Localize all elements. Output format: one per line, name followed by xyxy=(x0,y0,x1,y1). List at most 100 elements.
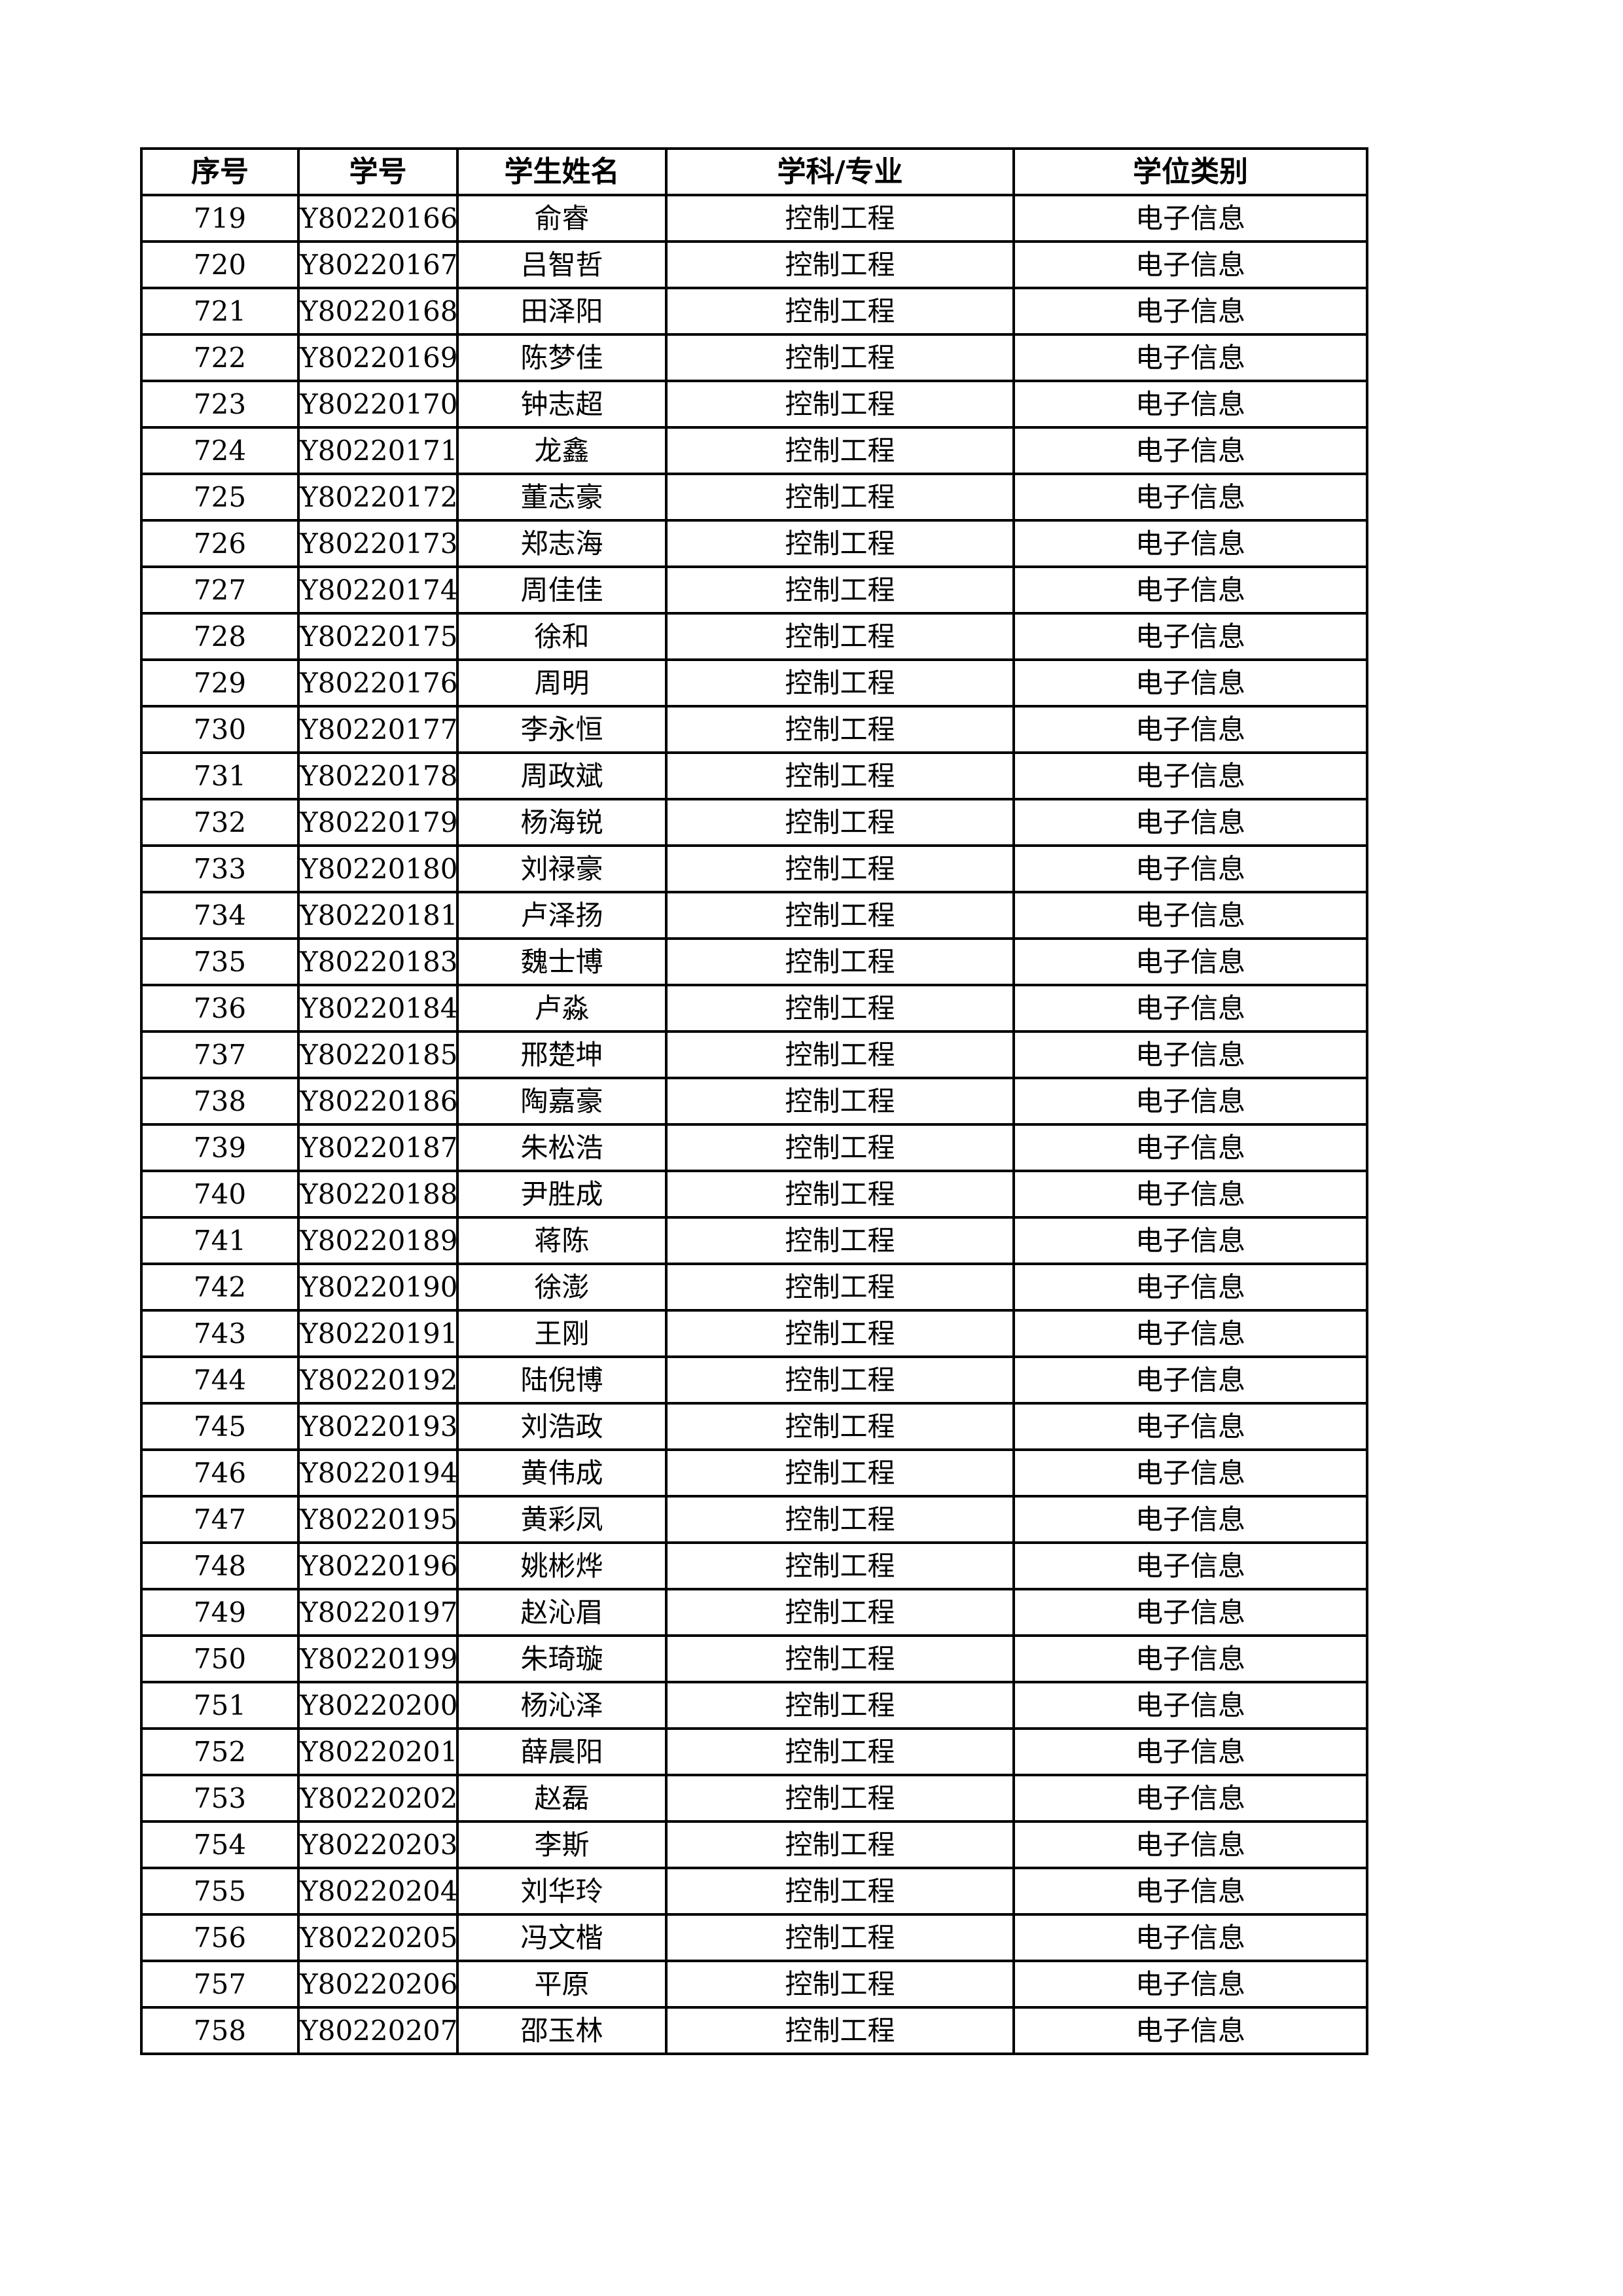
cell-student-id: Y80220191 xyxy=(297,1309,459,1358)
cell-degree-type: 电子信息 xyxy=(1012,1170,1368,1219)
cell-major: 控制工程 xyxy=(665,1634,1015,1683)
cell-index: 742 xyxy=(140,1263,300,1312)
cell-student-name: 刘华玲 xyxy=(456,1867,668,1916)
cell-major: 控制工程 xyxy=(665,473,1015,522)
cell-index: 732 xyxy=(140,798,300,847)
cell-student-id: Y80220197 xyxy=(297,1588,459,1637)
cell-index: 740 xyxy=(140,1170,300,1219)
cell-student-name: 徐和 xyxy=(456,612,668,661)
cell-index: 755 xyxy=(140,1867,300,1916)
cell-major: 控制工程 xyxy=(665,1727,1015,1776)
cell-index: 730 xyxy=(140,705,300,754)
cell-major: 控制工程 xyxy=(665,1913,1015,1962)
cell-degree-type: 电子信息 xyxy=(1012,1030,1368,1079)
cell-major: 控制工程 xyxy=(665,1216,1015,1265)
cell-major: 控制工程 xyxy=(665,1820,1015,1869)
cell-student-name: 姚彬烨 xyxy=(456,1541,668,1590)
cell-major: 控制工程 xyxy=(665,2006,1015,2055)
cell-degree-type: 电子信息 xyxy=(1012,194,1368,243)
cell-student-id: Y80220185 xyxy=(297,1030,459,1079)
cell-degree-type: 电子信息 xyxy=(1012,1216,1368,1265)
cell-index: 720 xyxy=(140,240,300,289)
table-row: 752 Y80220201 薛晨阳 控制工程 电子信息 xyxy=(140,1727,1368,1776)
cell-student-name: 李斯 xyxy=(456,1820,668,1869)
cell-degree-type: 电子信息 xyxy=(1012,1727,1368,1776)
cell-student-id: Y80220192 xyxy=(297,1355,459,1405)
cell-student-name: 魏士博 xyxy=(456,937,668,986)
cell-student-name: 蒋陈 xyxy=(456,1216,668,1265)
cell-degree-type: 电子信息 xyxy=(1012,240,1368,289)
cell-degree-type: 电子信息 xyxy=(1012,1402,1368,1451)
cell-major: 控制工程 xyxy=(665,519,1015,568)
cell-student-name: 杨沁泽 xyxy=(456,1681,668,1730)
cell-index: 729 xyxy=(140,658,300,708)
cell-student-name: 朱琦璇 xyxy=(456,1634,668,1683)
table-row: 745 Y80220193 刘浩政 控制工程 电子信息 xyxy=(140,1402,1368,1451)
cell-index: 734 xyxy=(140,891,300,940)
cell-degree-type: 电子信息 xyxy=(1012,984,1368,1033)
table-row: 729 Y80220176 周明 控制工程 电子信息 xyxy=(140,658,1368,708)
cell-degree-type: 电子信息 xyxy=(1012,751,1368,800)
cell-student-name: 邢楚坤 xyxy=(456,1030,668,1079)
table-row: 722 Y80220169 陈梦佳 控制工程 电子信息 xyxy=(140,333,1368,382)
table-row: 719 Y80220166 俞睿 控制工程 电子信息 xyxy=(140,194,1368,243)
table-row: 734 Y80220181 卢泽扬 控制工程 电子信息 xyxy=(140,891,1368,940)
cell-index: 726 xyxy=(140,519,300,568)
cell-degree-type: 电子信息 xyxy=(1012,1309,1368,1358)
cell-major: 控制工程 xyxy=(665,1448,1015,1498)
cell-major: 控制工程 xyxy=(665,333,1015,382)
table-row: 731 Y80220178 周政斌 控制工程 电子信息 xyxy=(140,751,1368,800)
cell-student-id: Y80220203 xyxy=(297,1820,459,1869)
cell-index: 731 xyxy=(140,751,300,800)
cell-major: 控制工程 xyxy=(665,1077,1015,1126)
table-row: 733 Y80220180 刘禄豪 控制工程 电子信息 xyxy=(140,844,1368,893)
cell-degree-type: 电子信息 xyxy=(1012,1263,1368,1312)
table-row: 737 Y80220185 邢楚坤 控制工程 电子信息 xyxy=(140,1030,1368,1079)
table-row: 748 Y80220196 姚彬烨 控制工程 电子信息 xyxy=(140,1541,1368,1590)
cell-student-name: 杨海锐 xyxy=(456,798,668,847)
cell-index: 741 xyxy=(140,1216,300,1265)
cell-degree-type: 电子信息 xyxy=(1012,1913,1368,1962)
cell-degree-type: 电子信息 xyxy=(1012,1634,1368,1683)
cell-student-name: 吕智哲 xyxy=(456,240,668,289)
cell-index: 746 xyxy=(140,1448,300,1498)
cell-major: 控制工程 xyxy=(665,1123,1015,1172)
cell-index: 743 xyxy=(140,1309,300,1358)
cell-major: 控制工程 xyxy=(665,1541,1015,1590)
header-student-id: 学号 xyxy=(297,147,459,196)
cell-major: 控制工程 xyxy=(665,1588,1015,1637)
cell-degree-type: 电子信息 xyxy=(1012,1077,1368,1126)
table-row: 747 Y80220195 黄彩凤 控制工程 电子信息 xyxy=(140,1495,1368,1544)
cell-student-id: Y80220171 xyxy=(297,426,459,475)
cell-degree-type: 电子信息 xyxy=(1012,287,1368,336)
cell-student-name: 朱松浩 xyxy=(456,1123,668,1172)
cell-student-name: 陶嘉豪 xyxy=(456,1077,668,1126)
cell-major: 控制工程 xyxy=(665,751,1015,800)
header-degree-type: 学位类别 xyxy=(1012,147,1368,196)
cell-student-name: 邵玉林 xyxy=(456,2006,668,2055)
cell-major: 控制工程 xyxy=(665,1402,1015,1451)
cell-index: 758 xyxy=(140,2006,300,2055)
cell-student-name: 卢淼 xyxy=(456,984,668,1033)
table-row: 723 Y80220170 钟志超 控制工程 电子信息 xyxy=(140,380,1368,429)
cell-student-name: 陈梦佳 xyxy=(456,333,668,382)
cell-student-id: Y80220195 xyxy=(297,1495,459,1544)
cell-major: 控制工程 xyxy=(665,844,1015,893)
table-row: 738 Y80220186 陶嘉豪 控制工程 电子信息 xyxy=(140,1077,1368,1126)
cell-major: 控制工程 xyxy=(665,937,1015,986)
cell-index: 753 xyxy=(140,1774,300,1823)
cell-student-id: Y80220179 xyxy=(297,798,459,847)
cell-student-id: Y80220166 xyxy=(297,194,459,243)
cell-student-name: 俞睿 xyxy=(456,194,668,243)
cell-degree-type: 电子信息 xyxy=(1012,844,1368,893)
cell-degree-type: 电子信息 xyxy=(1012,1867,1368,1916)
table-row: 740 Y80220188 尹胜成 控制工程 电子信息 xyxy=(140,1170,1368,1219)
cell-student-id: Y80220193 xyxy=(297,1402,459,1451)
cell-student-name: 刘浩政 xyxy=(456,1402,668,1451)
cell-index: 756 xyxy=(140,1913,300,1962)
cell-student-id: Y80220177 xyxy=(297,705,459,754)
cell-student-name: 王刚 xyxy=(456,1309,668,1358)
cell-index: 754 xyxy=(140,1820,300,1869)
cell-student-id: Y80220173 xyxy=(297,519,459,568)
cell-student-id: Y80220175 xyxy=(297,612,459,661)
